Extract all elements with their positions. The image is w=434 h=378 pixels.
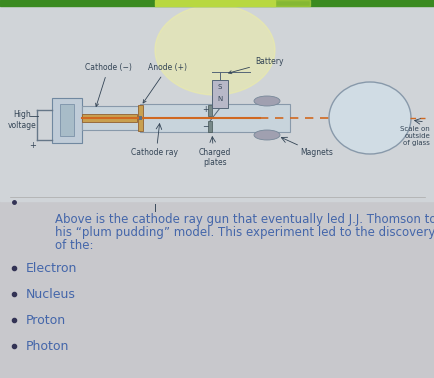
Bar (52, 98, 82, 143)
Bar (82, 106, 141, 130)
Text: Electron: Electron (26, 262, 77, 274)
Bar (60, 104, 74, 136)
Bar (155, 0, 274, 6)
Text: Photon: Photon (26, 339, 69, 353)
Text: Anode (+): Anode (+) (143, 63, 187, 103)
Bar (0, 0, 434, 6)
Ellipse shape (328, 82, 410, 154)
Bar (211, 80, 227, 108)
Ellipse shape (253, 130, 279, 140)
Bar (139, 116, 141, 120)
Text: of the:: of the: (55, 239, 93, 252)
Text: his “plum pudding” model. This experiment led to the discovery: his “plum pudding” model. This experimen… (55, 226, 434, 239)
Text: −: − (201, 122, 208, 132)
Text: N: N (217, 96, 222, 102)
Text: Nucleus: Nucleus (26, 288, 76, 301)
Text: +: + (30, 141, 36, 150)
Bar (140, 104, 289, 132)
Text: Magnets: Magnets (299, 148, 332, 157)
Bar (207, 121, 211, 132)
Text: Battery: Battery (228, 57, 283, 74)
Text: Above is the cathode ray gun that eventually led J.J. Thomson to: Above is the cathode ray gun that eventu… (55, 213, 434, 226)
Text: S: S (217, 84, 222, 90)
Text: Charged
plates: Charged plates (198, 148, 230, 167)
Bar (207, 105, 211, 116)
Ellipse shape (155, 5, 274, 95)
Ellipse shape (253, 96, 279, 106)
Bar (0, 6, 434, 201)
Bar (270, 0, 309, 6)
Bar (138, 105, 143, 131)
Text: Proton: Proton (26, 313, 66, 327)
Text: Cathode ray: Cathode ray (131, 148, 178, 157)
Bar (82, 114, 137, 122)
Text: +: + (201, 104, 208, 113)
Text: I: I (153, 204, 156, 214)
Text: Cathode (−): Cathode (−) (85, 63, 132, 107)
Text: Scale on
outside
of glass: Scale on outside of glass (399, 126, 429, 146)
Text: High
voltage: High voltage (8, 110, 36, 130)
